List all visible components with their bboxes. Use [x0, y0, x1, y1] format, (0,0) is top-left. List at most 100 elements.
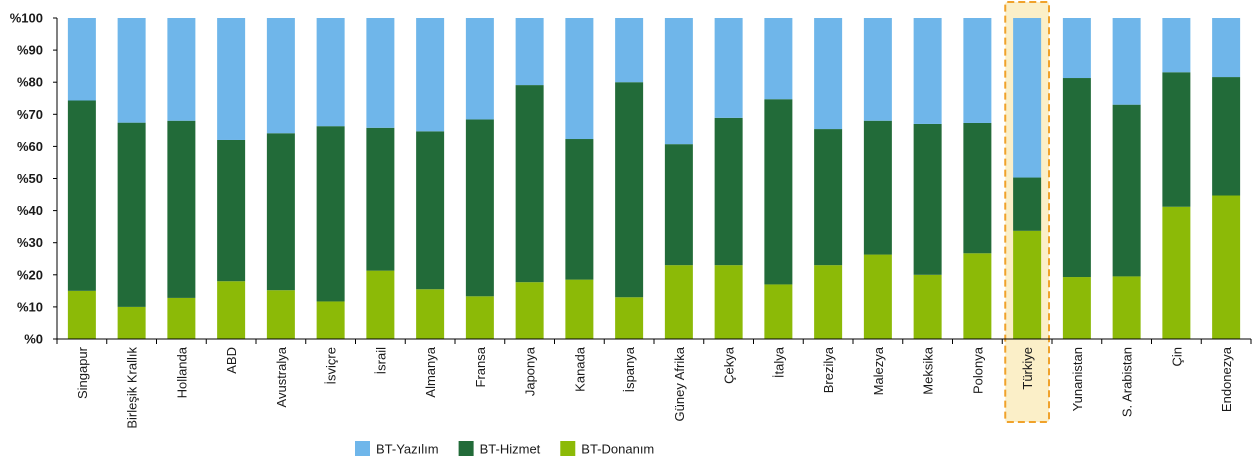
bar-segment-BT-Donanım-Çekya — [714, 265, 743, 339]
x-tick-label-İsrail: İsrail — [373, 347, 388, 375]
bar-segment-BT-Hizmet-S. Arabistan — [1112, 104, 1141, 277]
x-tick-label-Çin: Çin — [1169, 347, 1184, 367]
bar-segment-BT-Yazılım-İtalya — [764, 18, 793, 100]
legend-label-BT-Yazılım: BT-Yazılım — [376, 442, 439, 457]
bar-segment-BT-Donanım-İtalya — [764, 284, 793, 339]
bar-segment-BT-Yazılım-Birleşik Krallık — [117, 18, 146, 123]
bar-segment-BT-Hizmet-Hollanda — [167, 120, 196, 298]
x-tick-label-Polonya: Polonya — [970, 346, 985, 394]
x-tick-label-Japonya: Japonya — [523, 346, 538, 396]
bar-segment-BT-Donanım-Türkiye — [1013, 230, 1042, 339]
bar-segment-BT-Yazılım-Hollanda — [167, 18, 196, 121]
x-tick-label-Fransa: Fransa — [473, 346, 488, 387]
x-tick-label-ABD: ABD — [224, 347, 239, 374]
bar-segment-BT-Donanım-Japonya — [515, 282, 544, 339]
bar-segment-BT-Hizmet-Almanya — [416, 131, 445, 290]
y-tick-label: %80 — [17, 75, 43, 90]
bar-segment-BT-Donanım-Meksika — [913, 274, 942, 339]
x-tick-label-Singapur: Singapur — [75, 346, 90, 399]
bar-segment-BT-Donanım-Güney Afrika — [664, 265, 693, 339]
x-tick-label-Meksika: Meksika — [921, 346, 936, 394]
bar-segment-BT-Yazılım-Fransa — [465, 18, 494, 120]
bar-segment-BT-Hizmet-İtalya — [764, 99, 793, 285]
legend-swatch-BT-Yazılım — [355, 441, 370, 456]
x-tick-label-Almanya: Almanya — [423, 346, 438, 397]
bar-segment-BT-Donanım-Endonezya — [1212, 195, 1241, 339]
x-tick-label-İsviçre: İsviçre — [324, 347, 339, 385]
bar-segment-BT-Yazılım-Polonya — [963, 18, 992, 123]
bar-segment-BT-Yazılım-İsviçre — [316, 18, 345, 127]
bar-segment-BT-Donanım-Hollanda — [167, 297, 196, 339]
y-tick-label: %10 — [17, 299, 43, 314]
bar-segment-BT-Donanım-S. Arabistan — [1112, 276, 1141, 339]
y-tick-label: %90 — [17, 43, 43, 58]
bar-segment-BT-Hizmet-Güney Afrika — [664, 144, 693, 266]
bar-segment-BT-Yazılım-Brezilya — [814, 18, 843, 130]
bar-segment-BT-Donanım-ABD — [217, 281, 246, 339]
bar-segment-BT-Hizmet-İsviçre — [316, 126, 345, 302]
legend-label-BT-Donanım: BT-Donanım — [581, 442, 654, 457]
bar-segment-BT-Donanım-Kanada — [565, 279, 594, 339]
y-tick-label: %100 — [10, 11, 43, 26]
bar-segment-BT-Hizmet-Kanada — [565, 139, 594, 280]
bar-segment-BT-Yazılım-Endonezya — [1212, 18, 1241, 78]
bar-segment-BT-Donanım-Almanya — [416, 289, 445, 339]
y-tick-label: %70 — [17, 107, 43, 122]
bar-segment-BT-Yazılım-Türkiye — [1013, 18, 1042, 178]
bar-segment-BT-Hizmet-İspanya — [615, 82, 644, 298]
bar-segment-BT-Donanım-Brezilya — [814, 265, 843, 339]
x-tick-label-İspanya: İspanya — [622, 346, 637, 392]
bar-segment-BT-Yazılım-Avustralya — [266, 18, 295, 134]
x-tick-label-Birleşik Krallık: Birleşik Krallık — [125, 347, 140, 429]
x-tick-label-Malezya: Malezya — [871, 346, 886, 395]
legend-label-BT-Hizmet: BT-Hizmet — [480, 442, 541, 457]
bar-segment-BT-Hizmet-Japonya — [515, 85, 544, 283]
bar-segment-BT-Hizmet-Çin — [1162, 72, 1191, 207]
bar-segment-BT-Hizmet-Avustralya — [266, 133, 295, 291]
bar-segment-BT-Hizmet-Meksika — [913, 123, 942, 275]
x-tick-label-Türkiye: Türkiye — [1020, 347, 1035, 390]
x-tick-label-Çekya: Çekya — [722, 346, 737, 384]
bar-segment-BT-Yazılım-Yunanistan — [1062, 18, 1091, 79]
bar-segment-BT-Hizmet-Fransa — [465, 119, 494, 297]
y-tick-label: %50 — [17, 171, 43, 186]
y-tick-label: %60 — [17, 139, 43, 154]
x-tick-label-Brezilya: Brezilya — [821, 346, 836, 393]
bar-segment-BT-Yazılım-Singapur — [67, 18, 96, 101]
y-tick-label: %0 — [24, 332, 43, 347]
bar-segment-BT-Hizmet-Türkiye — [1013, 177, 1042, 231]
bar-segment-BT-Donanım-Avustralya — [266, 290, 295, 339]
bar-segment-BT-Donanım-İspanya — [615, 297, 644, 339]
x-tick-label-Kanada: Kanada — [572, 346, 587, 392]
bar-segment-BT-Hizmet-Brezilya — [814, 129, 843, 266]
bar-segment-BT-Yazılım-Malezya — [863, 18, 892, 121]
bar-segment-BT-Hizmet-Malezya — [863, 120, 892, 255]
bar-segment-BT-Yazılım-Almanya — [416, 18, 445, 132]
bar-segment-BT-Yazılım-Japonya — [515, 18, 544, 86]
x-tick-label-İtalya: İtalya — [771, 346, 786, 378]
bar-segment-BT-Hizmet-Yunanistan — [1062, 78, 1091, 278]
bar-segment-BT-Donanım-Çin — [1162, 206, 1191, 339]
bar-segment-BT-Hizmet-Polonya — [963, 122, 992, 254]
bar-segment-BT-Donanım-Yunanistan — [1062, 277, 1091, 339]
y-tick-label: %20 — [17, 267, 43, 282]
legend-swatch-BT-Donanım — [560, 441, 576, 456]
bar-segment-BT-Yazılım-İspanya — [615, 18, 644, 83]
x-tick-label-Avustralya: Avustralya — [274, 346, 289, 407]
bar-segment-BT-Hizmet-Singapur — [67, 100, 96, 291]
x-tick-label-S. Arabistan: S. Arabistan — [1120, 347, 1135, 417]
bar-segment-BT-Donanım-Polonya — [963, 253, 992, 339]
bar-segment-BT-Hizmet-İsrail — [366, 127, 395, 271]
bar-segment-BT-Donanım-Singapur — [67, 290, 96, 339]
bar-segment-BT-Donanım-İsviçre — [316, 301, 345, 339]
legend-swatch-BT-Hizmet — [458, 441, 474, 456]
bar-segment-BT-Yazılım-S. Arabistan — [1112, 18, 1141, 105]
bar-segment-BT-Yazılım-İsrail — [366, 18, 395, 128]
x-tick-label-Yunanistan: Yunanistan — [1070, 347, 1085, 411]
bar-segment-BT-Donanım-Fransa — [465, 296, 494, 339]
x-tick-label-Endonezya: Endonezya — [1219, 346, 1234, 412]
bar-segment-BT-Hizmet-Çekya — [714, 117, 743, 266]
bar-segment-BT-Yazılım-Çekya — [714, 18, 743, 118]
